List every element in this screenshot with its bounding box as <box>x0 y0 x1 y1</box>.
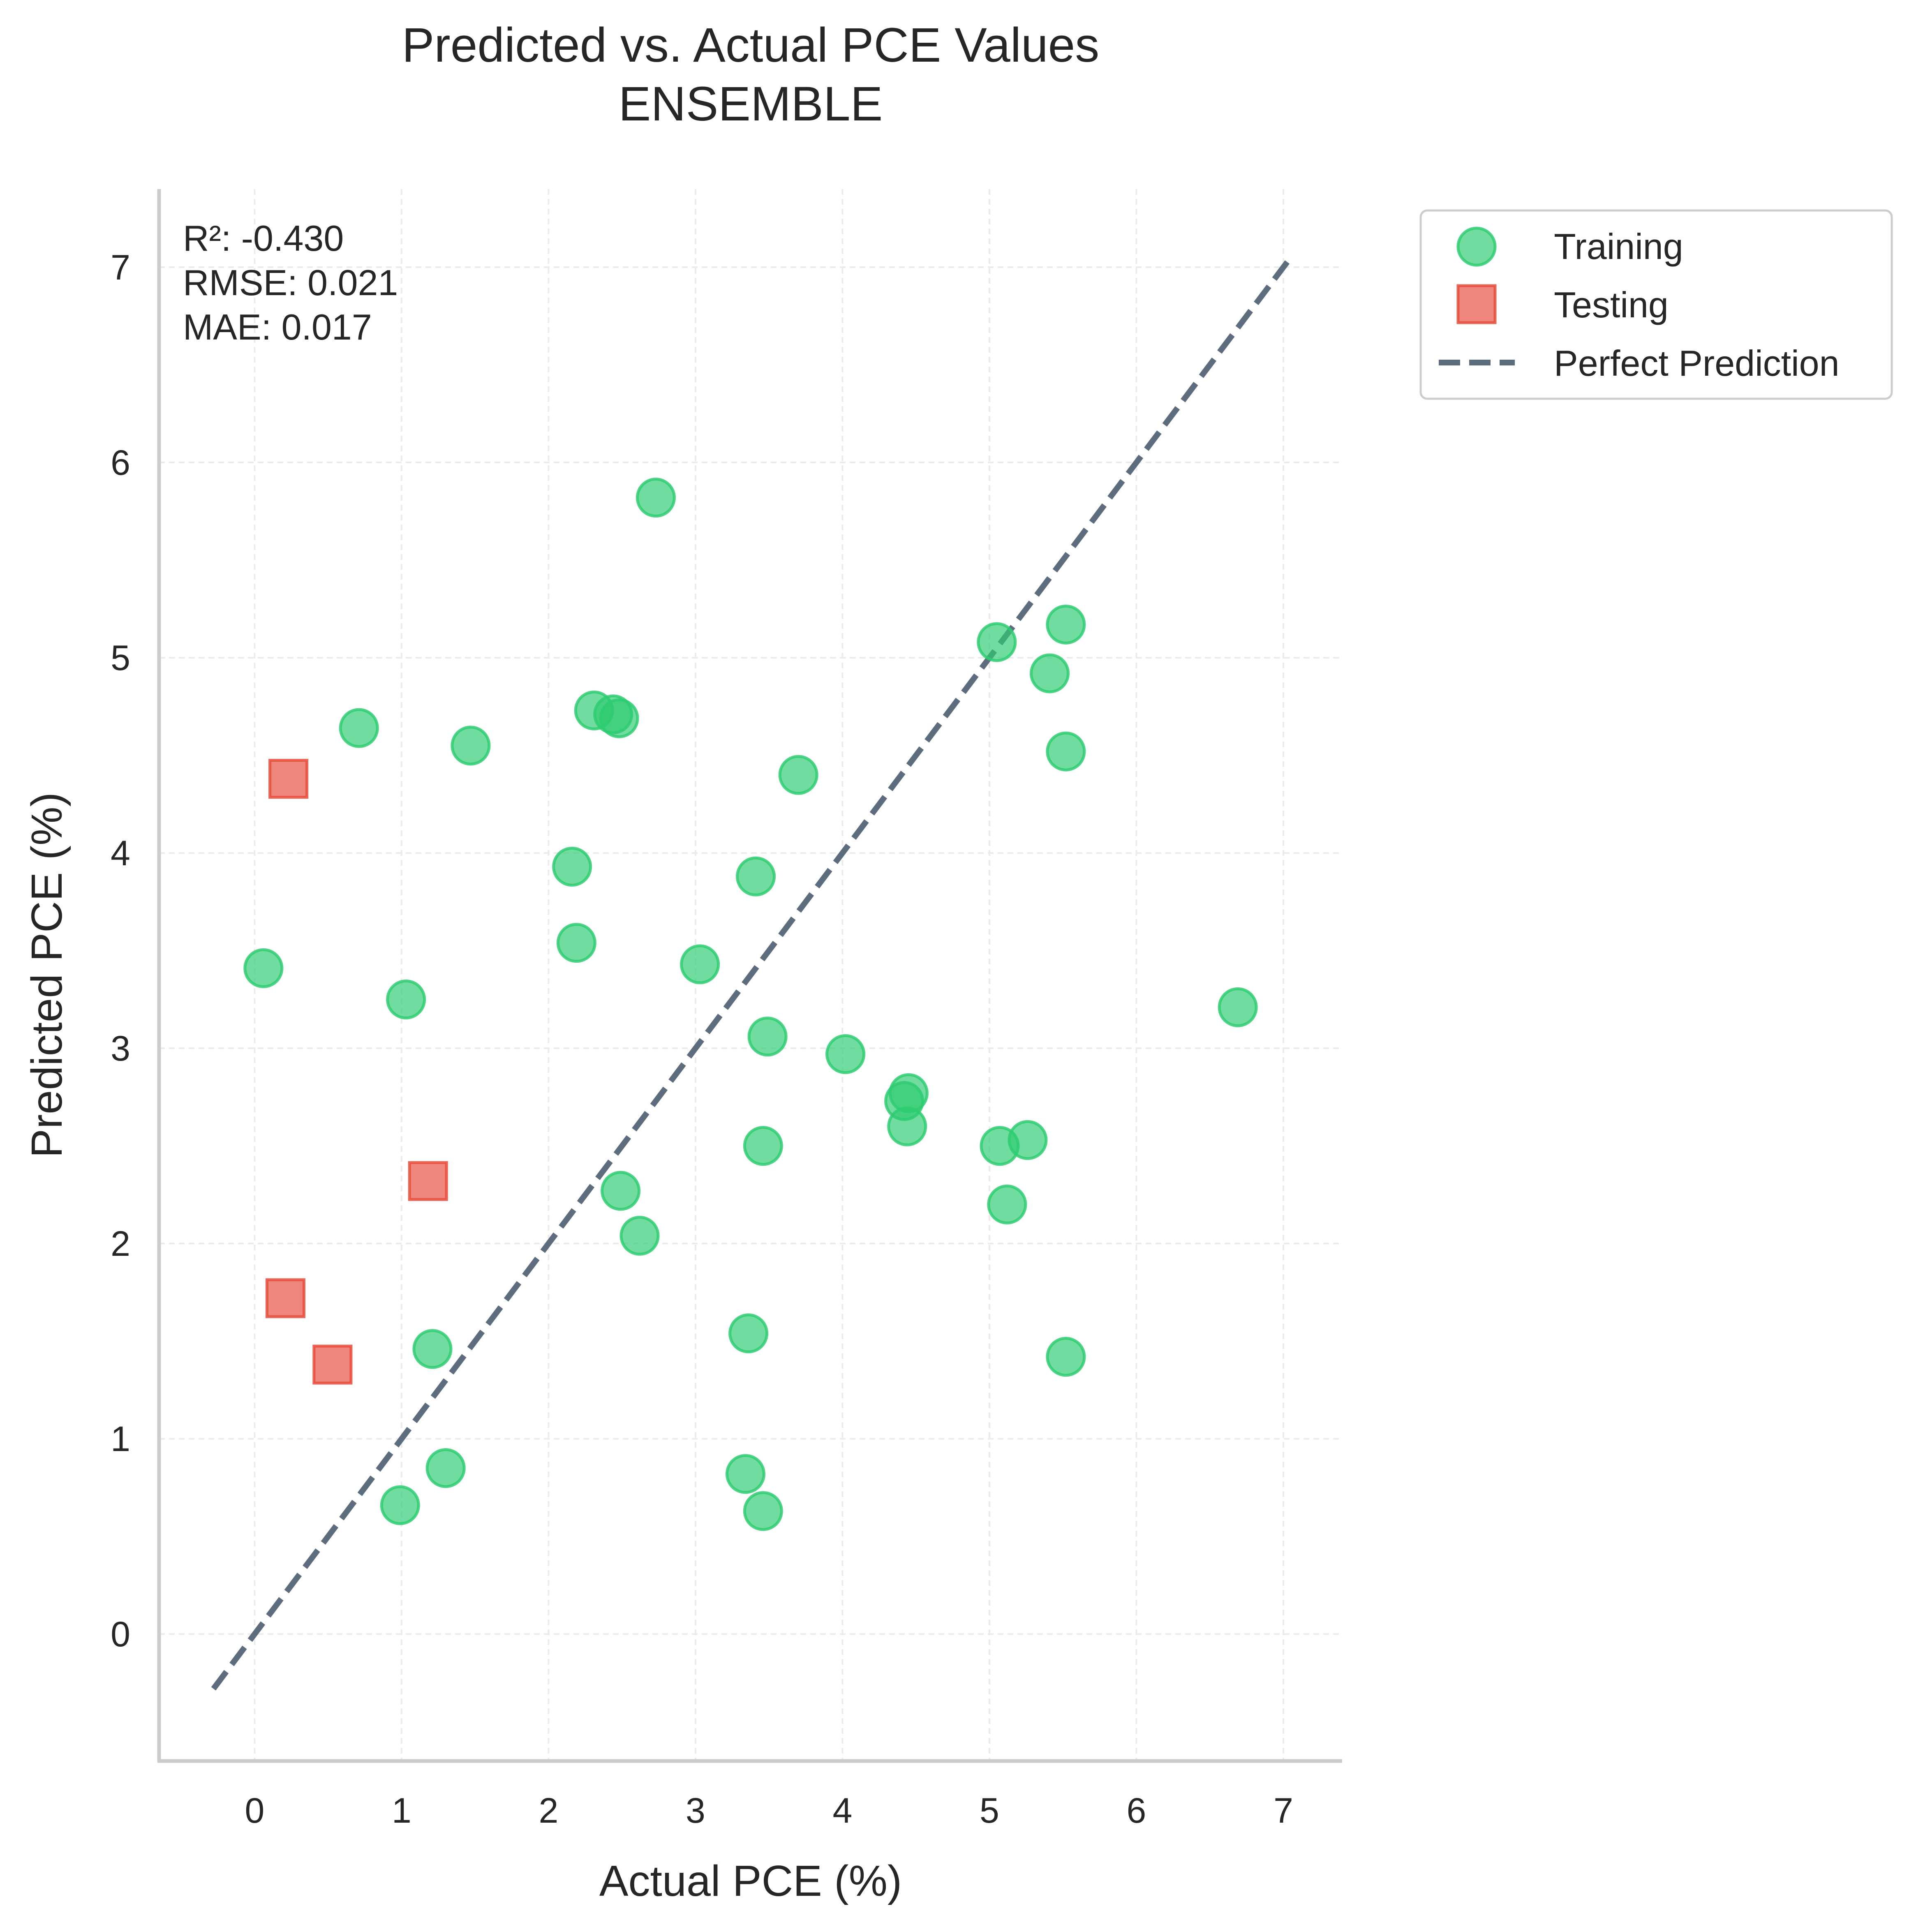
grid-lines <box>159 189 1342 1761</box>
y-tick-label: 0 <box>111 1615 130 1654</box>
legend-testing-marker <box>1456 284 1497 324</box>
testing-point <box>408 1161 448 1201</box>
training-point <box>599 698 639 738</box>
x-axis-label: Actual PCE (%) <box>599 1857 902 1905</box>
x-tick-label: 0 <box>245 1791 264 1830</box>
y-tick-label: 6 <box>111 443 130 483</box>
training-point <box>825 1034 866 1074</box>
axes <box>157 189 1342 1763</box>
training-point <box>778 755 818 795</box>
chart-subtitle: ENSEMBLE <box>619 77 883 131</box>
training-point <box>1218 987 1258 1027</box>
training-point <box>743 1491 783 1531</box>
legend-training-marker <box>1456 226 1497 267</box>
y-tick-label: 3 <box>111 1029 130 1068</box>
metrics-annotation: R²: -0.430 RMSE: 0.021 MAE: 0.017 <box>183 218 398 347</box>
training-point <box>736 856 776 897</box>
perfect-prediction-line <box>211 259 1290 1691</box>
x-tick-label: 5 <box>980 1791 999 1830</box>
training-point <box>743 1126 783 1166</box>
training-point <box>425 1448 466 1488</box>
y-tick-label: 4 <box>111 834 130 873</box>
training-point <box>339 708 379 748</box>
training-point <box>601 1171 641 1211</box>
mae-metric: MAE: 0.017 <box>183 307 372 347</box>
legend-box <box>1419 209 1893 400</box>
testing-point <box>265 1278 305 1318</box>
training-point <box>380 1485 420 1525</box>
training-point <box>887 1106 927 1146</box>
x-tick-label: 1 <box>392 1791 411 1830</box>
y-tick-label: 7 <box>111 248 130 287</box>
training-point <box>725 1454 765 1494</box>
perfect-prediction-line-group <box>211 259 1290 1691</box>
training-point <box>619 1216 660 1256</box>
x-tick-label: 4 <box>833 1791 853 1830</box>
training-point <box>556 923 596 963</box>
testing-point <box>268 759 309 799</box>
training-point <box>1008 1120 1048 1160</box>
training-point <box>636 478 676 518</box>
r2-metric: R²: -0.430 <box>183 218 344 259</box>
training-point <box>451 726 491 766</box>
data-points <box>243 478 1258 1531</box>
training-point <box>412 1329 453 1369</box>
tick-labels: 0 1 2 3 4 5 6 7 0 1 2 3 4 5 6 7 <box>111 248 1293 1830</box>
legend-perfect-prediction-label: Perfect Prediction <box>1554 343 1840 384</box>
training-point <box>747 1017 788 1057</box>
y-tick-label: 5 <box>111 638 130 678</box>
training-point <box>386 979 426 1019</box>
x-tick-label: 3 <box>686 1791 705 1830</box>
training-point <box>977 622 1017 662</box>
training-point <box>1046 604 1086 645</box>
training-point <box>987 1184 1027 1225</box>
training-point <box>888 1073 929 1113</box>
x-tick-label: 7 <box>1273 1791 1293 1830</box>
training-point <box>243 948 284 988</box>
x-tick-label: 2 <box>539 1791 558 1830</box>
x-tick-label: 6 <box>1127 1791 1146 1830</box>
legend: Training Testing Perfect Prediction <box>1419 209 1893 400</box>
training-point <box>1046 731 1086 772</box>
rmse-metric: RMSE: 0.021 <box>183 262 398 303</box>
chart-title: Predicted vs. Actual PCE Values <box>402 18 1100 72</box>
training-point <box>1030 653 1070 693</box>
legend-training-label: Training <box>1554 226 1683 267</box>
training-point <box>1046 1337 1086 1377</box>
training-point <box>680 944 720 984</box>
training-point <box>552 846 592 887</box>
training-point <box>728 1313 769 1354</box>
y-axis-label: Predicted PCE (%) <box>23 792 71 1158</box>
legend-testing-label: Testing <box>1554 284 1669 325</box>
y-tick-label: 2 <box>111 1224 130 1264</box>
testing-point <box>312 1345 353 1385</box>
y-tick-label: 1 <box>111 1419 130 1459</box>
